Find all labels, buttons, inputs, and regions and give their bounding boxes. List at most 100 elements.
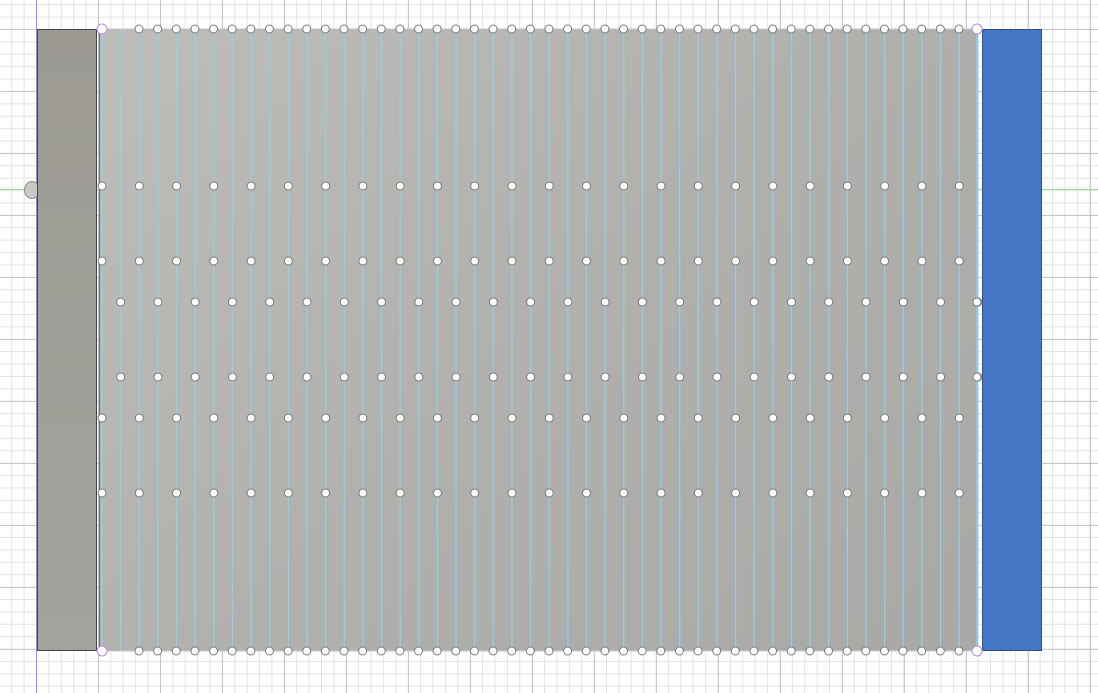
sketch-point-icon[interactable] <box>544 256 554 266</box>
sketch-point-icon[interactable] <box>227 297 237 307</box>
sketch-point-icon[interactable] <box>693 488 703 498</box>
sketch-point-icon[interactable] <box>731 181 741 191</box>
sketch-point-icon[interactable] <box>321 488 331 498</box>
sketch-point-icon[interactable] <box>321 256 331 266</box>
sketch-point-icon[interactable] <box>898 24 908 34</box>
sketch-point-icon[interactable] <box>358 488 368 498</box>
sketch-point-icon[interactable] <box>97 256 107 266</box>
sketch-point-icon[interactable] <box>563 372 573 382</box>
sketch-point-icon[interactable] <box>525 24 535 34</box>
sketch-point-icon[interactable] <box>861 297 871 307</box>
sketch-point-icon[interactable] <box>842 488 852 498</box>
sketch-point-icon[interactable] <box>917 413 927 423</box>
sketch-point-icon[interactable] <box>246 646 256 656</box>
sketch-point-icon[interactable] <box>730 24 740 34</box>
sketch-point-icon[interactable] <box>414 646 424 656</box>
sketch-point-icon[interactable] <box>731 488 741 498</box>
sketch-point-icon[interactable] <box>116 372 126 382</box>
sketch-point-icon[interactable] <box>898 372 908 382</box>
sketch-point-icon[interactable] <box>153 646 163 656</box>
sketch-point-icon[interactable] <box>675 297 685 307</box>
sketch-point-icon[interactable] <box>693 413 703 423</box>
sketch-point-icon[interactable] <box>470 181 480 191</box>
sketch-point-icon[interactable] <box>320 24 330 34</box>
sketch-point-icon[interactable] <box>451 297 461 307</box>
sketch-point-icon[interactable] <box>377 297 387 307</box>
sketch-point-icon[interactable] <box>432 413 442 423</box>
sketch-point-icon[interactable] <box>880 256 890 266</box>
sketch-point-icon[interactable] <box>507 181 517 191</box>
sketch-point-icon[interactable] <box>97 181 107 191</box>
sketch-point-icon[interactable] <box>321 181 331 191</box>
sketch-point-icon[interactable] <box>432 488 442 498</box>
sketch-point-icon[interactable] <box>544 488 554 498</box>
sketch-point-icon[interactable] <box>488 372 498 382</box>
sketch-point-icon[interactable] <box>861 372 871 382</box>
sketch-point-icon[interactable] <box>823 24 833 34</box>
sketch-point-icon[interactable] <box>712 24 722 34</box>
sketch-point-icon[interactable] <box>395 256 405 266</box>
sketch-point-icon[interactable] <box>283 256 293 266</box>
sketch-point-icon[interactable] <box>358 24 368 34</box>
corner-point-icon[interactable] <box>971 23 983 35</box>
sketch-point-icon[interactable] <box>581 646 591 656</box>
sketch-point-icon[interactable] <box>358 256 368 266</box>
sketch-point-icon[interactable] <box>432 24 442 34</box>
sketch-point-icon[interactable] <box>768 24 778 34</box>
sketch-point-icon[interactable] <box>171 24 181 34</box>
sketch-point-icon[interactable] <box>954 413 964 423</box>
sketch-point-icon[interactable] <box>134 488 144 498</box>
sketch-point-icon[interactable] <box>898 646 908 656</box>
sketch-point-icon[interactable] <box>805 24 815 34</box>
sketch-point-icon[interactable] <box>320 646 330 656</box>
sketch-point-icon[interactable] <box>880 488 890 498</box>
sketch-point-icon[interactable] <box>395 181 405 191</box>
sketch-point-icon[interactable] <box>190 372 200 382</box>
corner-point-icon[interactable] <box>971 645 983 657</box>
sketch-point-icon[interactable] <box>954 646 964 656</box>
sketch-point-icon[interactable] <box>97 413 107 423</box>
sketch-point-icon[interactable] <box>246 24 256 34</box>
sketch-point-icon[interactable] <box>619 24 629 34</box>
sketch-point-icon[interactable] <box>283 181 293 191</box>
sketch-point-icon[interactable] <box>246 488 256 498</box>
sketch-point-icon[interactable] <box>395 413 405 423</box>
sketch-point-icon[interactable] <box>619 488 629 498</box>
sketch-point-icon[interactable] <box>171 646 181 656</box>
sketch-point-icon[interactable] <box>227 372 237 382</box>
sketch-point-icon[interactable] <box>749 372 759 382</box>
sketch-point-icon[interactable] <box>376 646 386 656</box>
sketch-point-icon[interactable] <box>227 24 237 34</box>
sketch-point-icon[interactable] <box>731 256 741 266</box>
sketch-point-icon[interactable] <box>414 24 424 34</box>
sketch-point-icon[interactable] <box>675 372 685 382</box>
corner-point-icon[interactable] <box>96 645 108 657</box>
sketch-point-icon[interactable] <box>302 646 312 656</box>
sketch-point-icon[interactable] <box>358 181 368 191</box>
sketch-point-icon[interactable] <box>302 372 312 382</box>
sketch-point-icon[interactable] <box>264 646 274 656</box>
sketch-point-icon[interactable] <box>488 24 498 34</box>
sketch-point-icon[interactable] <box>823 646 833 656</box>
sketch-point-icon[interactable] <box>172 256 182 266</box>
sketch-point-icon[interactable] <box>134 413 144 423</box>
sketch-point-icon[interactable] <box>972 372 982 382</box>
sketch-point-icon[interactable] <box>898 297 908 307</box>
sketch-point-icon[interactable] <box>264 24 274 34</box>
sketch-point-icon[interactable] <box>507 24 517 34</box>
sketch-point-icon[interactable] <box>861 646 871 656</box>
sketch-point-icon[interactable] <box>544 646 554 656</box>
sketch-point-icon[interactable] <box>656 24 666 34</box>
sketch-point-icon[interactable] <box>582 488 592 498</box>
sketch-point-icon[interactable] <box>824 372 834 382</box>
sketch-point-icon[interactable] <box>954 256 964 266</box>
sketch-point-icon[interactable] <box>656 181 666 191</box>
sketch-point-icon[interactable] <box>768 181 778 191</box>
sketch-point-icon[interactable] <box>600 297 610 307</box>
sketch-point-icon[interactable] <box>283 646 293 656</box>
sketch-point-icon[interactable] <box>395 24 405 34</box>
sketch-point-icon[interactable] <box>917 488 927 498</box>
sketch-point-icon[interactable] <box>581 24 591 34</box>
sketch-point-icon[interactable] <box>432 646 442 656</box>
sketch-point-icon[interactable] <box>227 646 237 656</box>
